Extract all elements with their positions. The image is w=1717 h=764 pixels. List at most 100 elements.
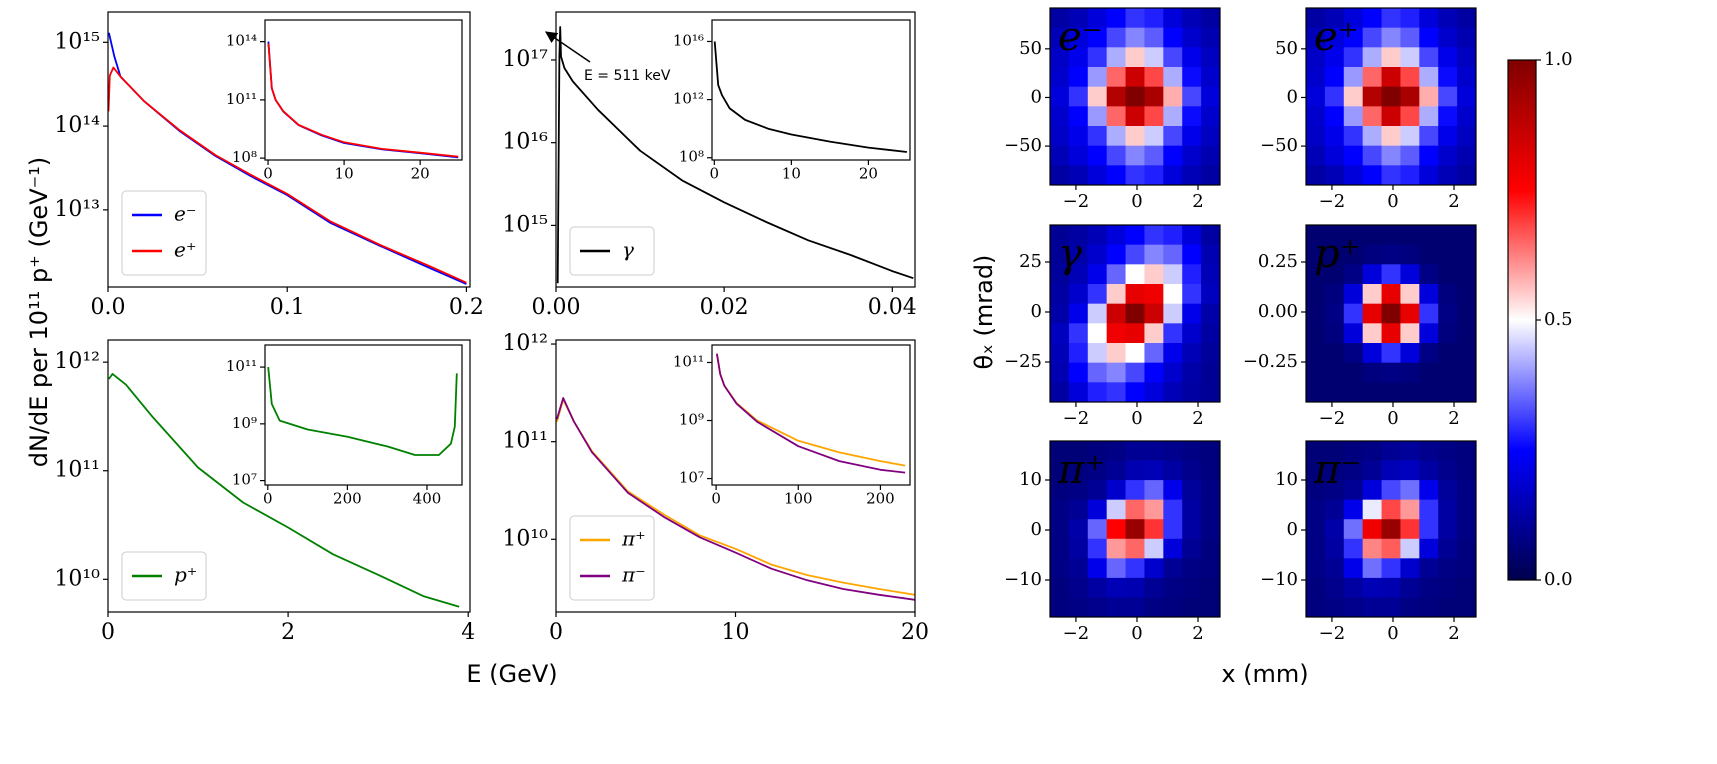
heatmap-cell (1362, 303, 1382, 324)
heatmap-cell (1457, 27, 1477, 48)
heatmap-cell (1457, 303, 1477, 324)
heatmap-cell (1324, 47, 1345, 68)
x-tick-label: −2 (1063, 191, 1090, 212)
heatmap-cell (1306, 382, 1326, 403)
heatmap-cell (1457, 67, 1477, 88)
heatmap-cell (1438, 519, 1458, 540)
heatmap-cell (1106, 362, 1126, 383)
y-tick-label: −50 (1004, 135, 1042, 156)
y-tick-label: 25 (1019, 251, 1042, 272)
heatmap-cell (1087, 519, 1108, 540)
heatmap-cell (1400, 538, 1420, 559)
heatmap-cell (1324, 382, 1345, 403)
y-tick-label: 10 (1019, 469, 1042, 490)
heatmap-cell (1400, 362, 1420, 383)
heatmap-cell (1324, 27, 1345, 48)
heatmap-cell (1457, 264, 1477, 285)
heatmap-cell (1381, 441, 1401, 461)
heatmap-cell (1087, 441, 1108, 461)
heatmap-cell (1201, 460, 1221, 481)
colorbar-tick-label: 0.0 (1544, 569, 1573, 590)
x-tick-label: 0.2 (449, 295, 484, 320)
heatmap-cell (1381, 8, 1401, 29)
heatmap-cell (1182, 441, 1202, 461)
heatmap-cell (1068, 558, 1089, 579)
heatmap-cell (1438, 577, 1458, 598)
heatmap-cell (1050, 106, 1070, 127)
heatmap-cell (1381, 460, 1401, 481)
x-axis-label: x (mm) (1221, 660, 1308, 688)
heatmap-cell (1201, 538, 1221, 559)
heatmap-cell (1087, 362, 1108, 383)
heatmap-cell (1201, 343, 1221, 364)
heatmap-cell (1362, 264, 1382, 285)
heatmap-cell (1306, 362, 1326, 383)
heatmap-cell (1201, 597, 1221, 618)
heatmap-cell (1144, 441, 1164, 461)
heatmap-cell (1324, 303, 1345, 324)
heatmap-cell (1106, 538, 1126, 559)
heatmap-cell (1144, 244, 1164, 265)
heatmap-cell (1324, 284, 1345, 305)
heatmap-cell (1438, 284, 1458, 305)
heatmap-cell (1106, 558, 1126, 579)
heatmap-cell (1457, 86, 1477, 107)
legend-label: π⁻ (621, 563, 646, 587)
heatmap-cell (1343, 538, 1364, 559)
heatmap-cell (1381, 126, 1401, 147)
x-tick-label: 0.00 (532, 295, 581, 320)
heatmap-cell (1087, 27, 1108, 48)
heatmap-cell (1068, 538, 1089, 559)
heatmap-cell (1050, 225, 1070, 246)
heatmap-cell (1163, 441, 1183, 461)
series-line (716, 353, 906, 474)
heatmap-cell (1163, 362, 1183, 383)
y-tick-label: 10¹⁴ (54, 113, 100, 138)
heatmap-cell (1419, 460, 1439, 481)
heatmap-cell (1163, 323, 1183, 344)
heatmap-cell (1362, 67, 1382, 88)
heatmap-cell (1163, 303, 1183, 324)
heatmap-cell (1419, 499, 1439, 520)
heatmap-cell (1144, 577, 1164, 598)
heatmap-cell (1457, 8, 1477, 29)
heatmap-cell (1324, 8, 1345, 29)
heatmap-cell (1182, 264, 1202, 285)
heatmap-cell (1362, 558, 1382, 579)
heatmap-cell (1106, 343, 1126, 364)
heatmap-cell (1106, 47, 1126, 68)
heatmap-cell (1343, 577, 1364, 598)
x-tick-label: −2 (1319, 191, 1346, 212)
heatmap-cell (1182, 225, 1202, 246)
heatmap-cell (1306, 47, 1326, 68)
x-tick-label: 2 (1448, 408, 1459, 429)
x-tick-label: 0.02 (700, 295, 749, 320)
x-tick-label: 2 (281, 620, 295, 645)
heatmap-cell (1324, 538, 1345, 559)
heatmap-cell (1163, 480, 1183, 501)
heatmap-cell (1182, 577, 1202, 598)
inset-background (712, 345, 910, 485)
y-tick-label: 10¹¹ (54, 458, 100, 483)
heatmap-cell (1050, 382, 1070, 403)
heatmap-cell (1050, 284, 1070, 305)
heatmap-cell (1106, 460, 1126, 481)
y-tick-label: 0 (1287, 519, 1298, 540)
heatmap-cell (1457, 460, 1477, 481)
heatmap-cell (1343, 499, 1364, 520)
heatmap-cell (1362, 441, 1382, 461)
heatmap-cell (1106, 165, 1126, 186)
heatmap-cell (1163, 343, 1183, 364)
heatmap-cell (1125, 8, 1145, 29)
heatmap-cell (1419, 519, 1439, 540)
x-tick-label: 0 (263, 489, 273, 507)
heatmap-cell (1068, 244, 1089, 265)
heatmap-cell (1400, 558, 1420, 579)
legend-label: p⁺ (174, 563, 197, 587)
annotation: E = 511 keV (584, 68, 671, 84)
heatmap-cell (1438, 47, 1458, 68)
heatmap-cell (1144, 558, 1164, 579)
annotation-arrow (545, 31, 591, 63)
plot-frame (1049, 224, 1221, 403)
heatmap-cell (1381, 244, 1401, 265)
